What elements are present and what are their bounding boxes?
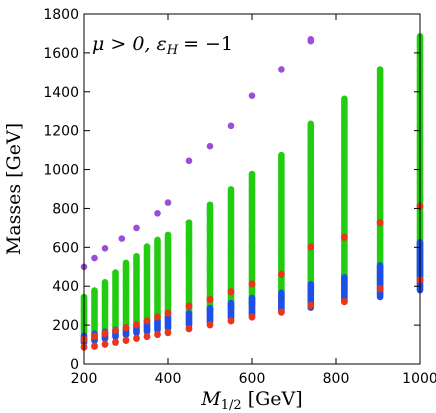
red-point: [248, 280, 256, 287]
y-axis-label: Masses [GeV]: [3, 123, 25, 255]
green-point: [122, 259, 130, 267]
red-point: [122, 336, 130, 344]
red-point: [154, 330, 161, 338]
x-tick-label: 400: [155, 371, 182, 387]
y-tick-label: 1400: [43, 85, 79, 101]
green-point: [154, 236, 161, 244]
annotation-rhs: = −1: [183, 33, 233, 55]
red-point: [227, 287, 235, 295]
purple-point: [91, 254, 98, 262]
red-point: [122, 323, 130, 331]
red-point: [133, 334, 140, 342]
purple-point: [278, 66, 285, 73]
red-point: [91, 342, 98, 350]
x-tick-label: 600: [239, 371, 266, 387]
red-point: [164, 309, 172, 316]
x-axis-label: M1/2 [GeV]: [200, 388, 302, 413]
y-tick-label: 800: [52, 201, 79, 217]
green-point: [248, 170, 256, 178]
data-points: [80, 33, 424, 351]
blue-point: [341, 273, 348, 281]
purple-point: [154, 210, 161, 217]
red-point: [185, 324, 193, 332]
green-point: [185, 219, 193, 226]
red-point: [341, 297, 348, 305]
red-point: [112, 326, 119, 334]
y-tick-label: 400: [52, 279, 79, 295]
red-point: [112, 338, 119, 346]
purple-point: [185, 157, 193, 165]
red-point: [376, 218, 384, 226]
green-point: [91, 287, 98, 294]
y-tick-label: 600: [52, 240, 79, 256]
blue-point: [248, 294, 256, 302]
green-point: [143, 243, 151, 250]
red-point: [278, 270, 285, 278]
red-point: [101, 329, 109, 337]
x-tick-label: 1000: [402, 371, 436, 387]
blue-point: [206, 304, 214, 312]
green-point: [112, 269, 119, 276]
red-point: [154, 313, 161, 320]
x-tick-label: 200: [71, 371, 98, 387]
x-tick-label: 800: [323, 371, 350, 387]
axis-ticks: 200 400 600 800 1000020040060080010001200140…: [43, 7, 436, 387]
red-point: [206, 295, 214, 303]
red-point: [307, 301, 315, 309]
annotation-text: μ > 0, ε: [92, 33, 167, 55]
red-point: [278, 308, 285, 315]
annotation-sub: H: [166, 43, 179, 58]
y-tick-label: 1200: [43, 124, 79, 140]
blue-point: [227, 299, 235, 307]
purple-point: [101, 245, 109, 252]
x-label-unit: [GeV]: [248, 388, 303, 410]
red-point: [185, 302, 193, 310]
y-tick-label: 1000: [43, 163, 79, 179]
red-point: [101, 340, 109, 348]
y-tick-label: 1600: [43, 46, 79, 62]
green-point: [101, 279, 109, 286]
purple-point: [206, 142, 214, 150]
green-point: [278, 151, 285, 159]
blue-point: [376, 262, 384, 269]
purple-point: [164, 199, 172, 206]
purple-point: [133, 224, 140, 232]
blue-point: [307, 280, 315, 288]
y-tick-label: 200: [52, 318, 79, 334]
red-point: [164, 328, 172, 336]
red-point: [143, 317, 151, 324]
blue-point: [185, 310, 193, 317]
green-point: [164, 231, 172, 239]
red-point: [143, 332, 151, 340]
green-point: [307, 120, 315, 128]
red-point: [206, 321, 214, 328]
x-label-main: M: [200, 388, 221, 410]
blue-point: [278, 289, 285, 297]
red-point: [341, 233, 348, 241]
x-label-sub: 1/2: [221, 398, 242, 413]
red-point: [227, 317, 235, 324]
purple-point: [307, 35, 315, 43]
green-point: [133, 252, 140, 260]
red-point: [133, 321, 140, 328]
green-point: [341, 95, 348, 103]
purple-point: [118, 235, 126, 242]
purple-point: [248, 92, 256, 99]
red-point: [248, 313, 256, 320]
y-tick-label: 1800: [43, 7, 79, 23]
green-point: [227, 186, 235, 193]
green-point: [376, 66, 384, 73]
red-point: [376, 285, 384, 292]
annotation: μ > 0, εH = −1: [92, 33, 233, 58]
y-tick-label: 0: [70, 357, 79, 373]
green-point: [206, 201, 214, 209]
red-point: [91, 332, 98, 340]
red-point: [307, 243, 315, 250]
purple-point: [227, 122, 235, 130]
